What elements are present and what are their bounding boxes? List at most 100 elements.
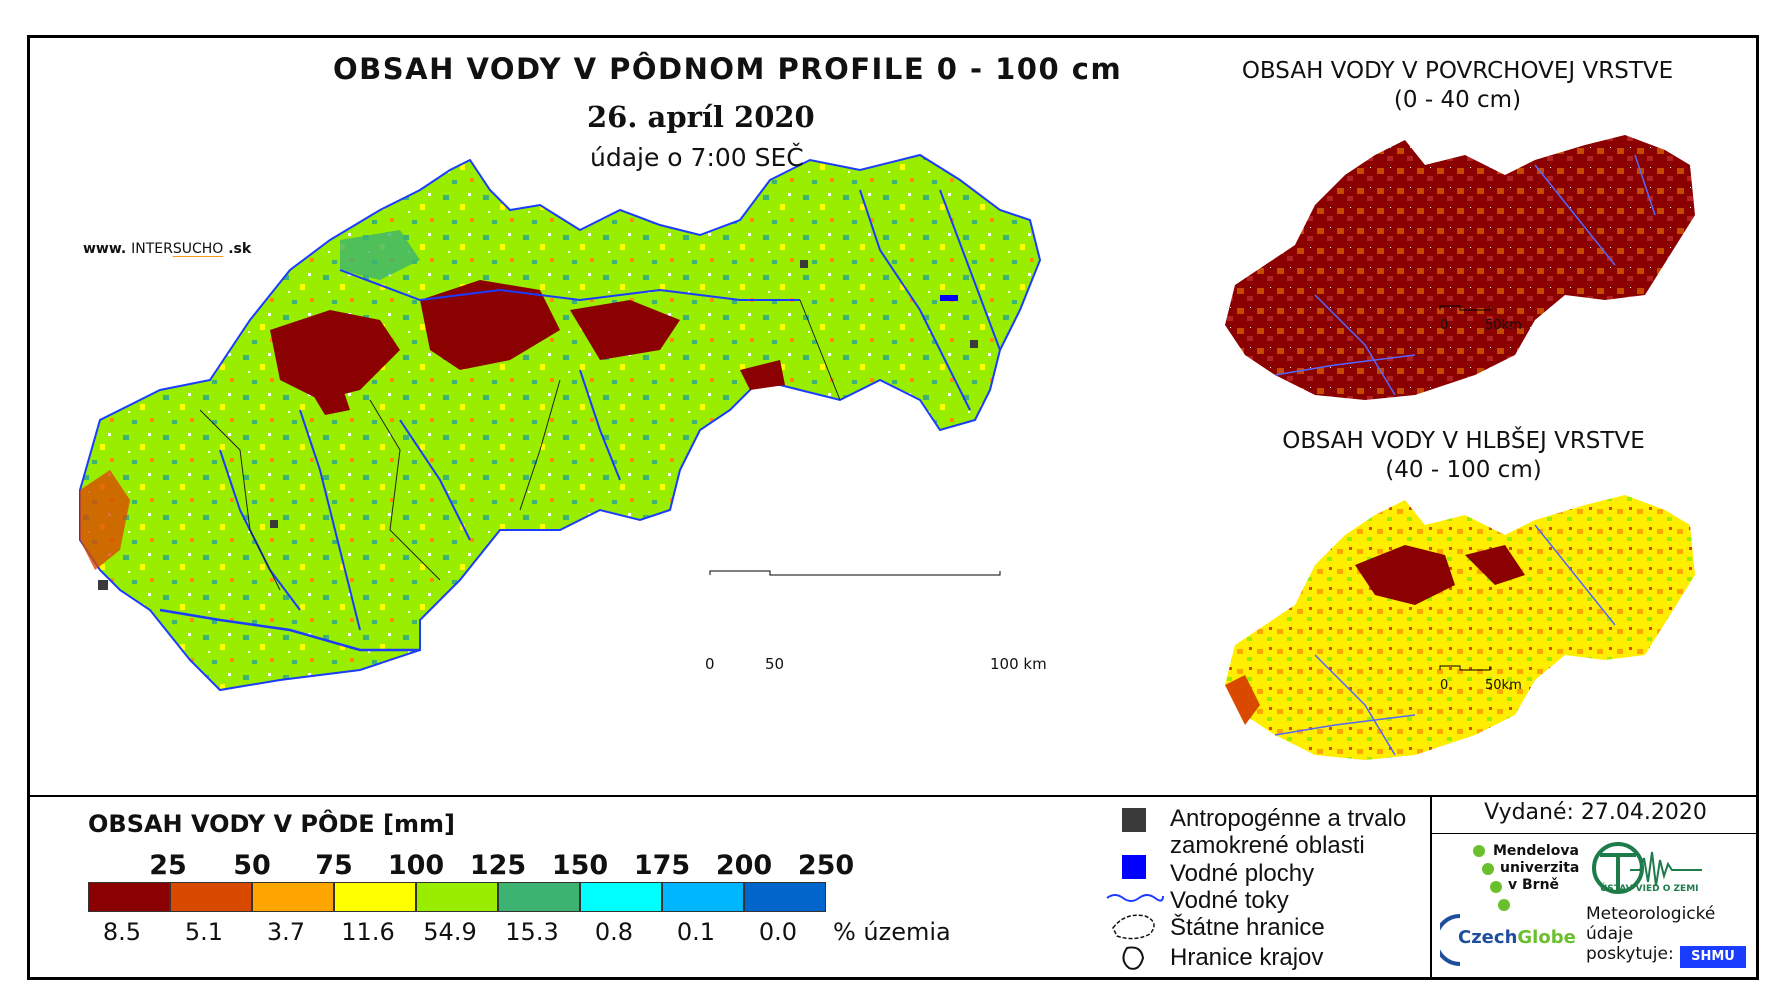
percent-label: 15.3 <box>505 918 559 946</box>
river-icon <box>1106 894 1164 902</box>
ustav-logo <box>1592 842 1702 894</box>
website: www. INTERSUCHO .sk <box>83 241 251 257</box>
czechglobe-text-a: Czech <box>1458 927 1518 948</box>
threshold-label: 50 <box>233 850 271 881</box>
legend-swatch <box>170 882 252 912</box>
legend-swatch <box>498 882 580 912</box>
river <box>399 419 471 541</box>
surface-map <box>1225 135 1695 400</box>
credits-divider <box>1430 796 1432 980</box>
website-brand-a: INTER <box>131 241 173 257</box>
surface-scale-0: 0 <box>1440 318 1449 333</box>
percent-label: 8.5 <box>102 918 142 946</box>
teal-zone <box>340 230 420 280</box>
ustav-label: ÚSTAV VIED O ZEMI <box>1600 884 1699 894</box>
threshold-label: 25 <box>149 850 187 881</box>
shmu-logo: SHMU <box>1680 946 1746 968</box>
legend-swatch <box>580 882 662 912</box>
mendel-dot <box>1490 881 1502 893</box>
map-frame <box>27 35 1759 980</box>
mendel-label-3: v Brně <box>1508 877 1560 893</box>
deep-map-range: (40 - 100 cm) <box>1385 457 1542 483</box>
mendel-dot <box>1498 899 1510 911</box>
state-border-label: Štátne hranice <box>1170 914 1325 941</box>
website-prefix: www. <box>83 241 127 257</box>
water-label: Vodné plochy <box>1170 860 1315 887</box>
region-border-label: Hranice krajov <box>1170 944 1324 971</box>
slovakia-outline <box>79 153 1042 692</box>
legend-swatch <box>252 882 334 912</box>
percent-label: 54.9 <box>423 918 477 946</box>
river-label: Vodné toky <box>1170 887 1289 914</box>
water-icon <box>1122 855 1146 879</box>
region-border <box>369 399 441 581</box>
river <box>939 189 1001 351</box>
meteo-label-1: Meteorologické <box>1586 904 1716 924</box>
website-suffix: .sk <box>228 241 252 257</box>
legend-swatch <box>744 882 826 912</box>
percent-label: 11.6 <box>341 918 395 946</box>
main-title: OBSAH VODY V PÔDNOM PROFILE 0 - 100 cm <box>333 52 1123 86</box>
threshold-label: 100 <box>387 850 445 881</box>
percent-label: 0.8 <box>594 918 634 946</box>
main-date: 26. apríl 2020 <box>587 100 815 134</box>
dry-zone <box>740 360 785 390</box>
mendel-dot <box>1482 863 1494 875</box>
river <box>299 409 361 631</box>
surface-map-range: (0 - 40 cm) <box>1393 87 1522 113</box>
region-border-icon <box>1122 946 1145 970</box>
czechglobe-text: CzechGlobe <box>1458 927 1576 948</box>
surface-scale-50: 50km <box>1485 318 1522 333</box>
water-body <box>940 295 958 301</box>
threshold-label: 200 <box>715 850 773 881</box>
threshold-label: 150 <box>551 850 609 881</box>
legend-swatch <box>662 882 744 912</box>
legend-swatch <box>88 882 170 912</box>
threshold-label: 125 <box>469 850 527 881</box>
symbol-icons <box>1106 808 1164 970</box>
surface-map-title: OBSAH VODY V POVRCHOVEJ VRSTVE <box>1241 58 1674 84</box>
percent-unit: % územia <box>833 918 951 946</box>
mendel-label-2: univerzita <box>1500 860 1580 876</box>
percent-label: 3.7 <box>266 918 306 946</box>
anthropogenic-icon <box>1122 808 1146 832</box>
czechglobe-text-b: Globe <box>1517 927 1576 948</box>
threshold-label: 250 <box>797 850 855 881</box>
deep-scale-0: 0 <box>1440 678 1449 693</box>
city <box>98 580 108 590</box>
state-border-icon <box>1112 914 1155 940</box>
percent-label: 0.0 <box>758 918 798 946</box>
dry-zone <box>310 380 350 415</box>
legend-swatch <box>334 882 416 912</box>
anthropogenic-label-2: zamokrené oblasti <box>1170 832 1365 859</box>
percent-label: 5.1 <box>184 918 224 946</box>
river <box>859 189 971 411</box>
dry-zone <box>270 310 400 400</box>
percent-label: 0.1 <box>676 918 716 946</box>
dry-zone <box>420 280 560 370</box>
orange-zone <box>80 470 130 570</box>
region-border <box>519 379 561 511</box>
scale-label-50: 50 <box>765 655 785 673</box>
issued-divider <box>1432 833 1759 834</box>
website-brand-b: SUCHO <box>172 241 224 257</box>
main-map <box>79 153 1042 692</box>
scale-label-100: 100 km <box>990 655 1047 673</box>
threshold-label: 75 <box>315 850 353 881</box>
river <box>579 369 621 481</box>
deep-map-title: OBSAH VODY V HLBŠEJ VRSTVE <box>1282 428 1645 454</box>
dry-zone <box>570 300 680 360</box>
czechglobe-logo <box>1440 914 1461 966</box>
issued-date: Vydané: 27.04.2020 <box>1484 800 1707 825</box>
region-border <box>799 299 841 401</box>
deep-map <box>1225 495 1695 760</box>
mendel-label-1: Mendelova <box>1493 843 1579 859</box>
city <box>970 340 978 348</box>
legend-divider <box>27 795 1759 797</box>
mendel-dot <box>1473 845 1485 857</box>
legend-swatch <box>416 882 498 912</box>
threshold-label: 175 <box>633 850 691 881</box>
river <box>159 608 420 652</box>
scale-label-0: 0 <box>705 655 715 673</box>
deep-scale-50: 50km <box>1485 678 1522 693</box>
